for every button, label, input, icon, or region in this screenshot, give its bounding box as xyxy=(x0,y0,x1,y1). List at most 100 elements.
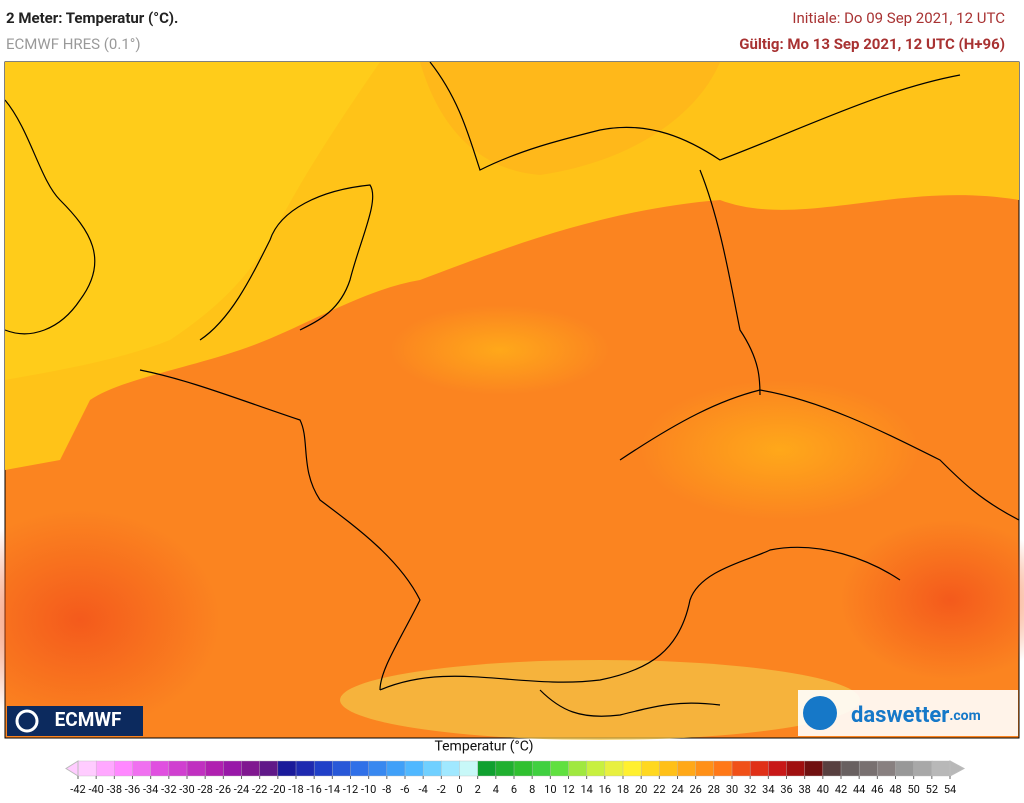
cool-area xyxy=(390,305,610,395)
legend-swatch xyxy=(822,760,842,777)
legend-swatch xyxy=(386,760,406,777)
legend-tick-label: 24 xyxy=(671,783,683,796)
legend-tick-label: -22 xyxy=(252,783,267,796)
legend-swatch xyxy=(695,760,715,777)
legend-swatch xyxy=(586,760,606,777)
legend-swatch xyxy=(404,760,424,777)
legend-swatch xyxy=(186,760,206,777)
daswetter-main: daswetter xyxy=(851,703,949,728)
hot-area xyxy=(0,510,220,730)
legend-swatch xyxy=(550,760,570,777)
cool-area xyxy=(640,380,920,520)
legend-swatch xyxy=(441,760,461,777)
legend-swatch xyxy=(913,760,933,777)
legend-swatch xyxy=(931,760,951,777)
legend-title: Temperatur (°C) xyxy=(434,739,533,755)
legend-tick-label: 52 xyxy=(926,783,938,796)
legend-low-arrow xyxy=(65,760,79,777)
legend-tick-label: -4 xyxy=(419,783,428,796)
legend-tick-label: 46 xyxy=(871,783,883,796)
legend-swatch xyxy=(604,760,624,777)
valid-time: Gültig: Mo 13 Sep 2021, 12 UTC (H+96) xyxy=(739,35,1005,53)
legend-tick-label: 32 xyxy=(744,783,756,796)
legend-swatch xyxy=(477,760,497,777)
legend-swatch xyxy=(622,760,642,777)
legend-tick-label: -8 xyxy=(382,783,391,796)
logo-left xyxy=(7,706,143,736)
legend-swatch xyxy=(95,760,116,777)
legend-swatch xyxy=(223,760,243,777)
alps-area xyxy=(340,660,860,740)
legend-swatch xyxy=(422,760,443,777)
legend-tick-label: 30 xyxy=(726,783,738,796)
legend-tick-label: -32 xyxy=(161,783,176,796)
legend-tick-label: 12 xyxy=(562,783,574,796)
sea-zone xyxy=(5,62,380,380)
legend-tick-label: 10 xyxy=(544,783,556,796)
daswetter-suffix: .com xyxy=(949,708,980,724)
legend-swatch xyxy=(204,760,225,777)
legend-tick-label: -28 xyxy=(197,783,212,796)
legend-tick-label: -18 xyxy=(288,783,303,796)
map: ECMWF daswetter.com xyxy=(0,61,1024,740)
legend-swatch xyxy=(659,760,679,777)
legend-swatch xyxy=(77,760,97,777)
legend-tick-label: -38 xyxy=(107,783,122,796)
legend-swatch xyxy=(749,760,770,777)
legend-tick-label: 22 xyxy=(653,783,665,796)
legend-tick-label: 50 xyxy=(907,783,919,796)
legend-tick-label: -10 xyxy=(361,783,376,796)
legend-tick-label: 18 xyxy=(617,783,629,796)
legend-tick-label: -16 xyxy=(306,783,321,796)
legend-swatch xyxy=(241,760,261,777)
legend-high-arrow xyxy=(949,760,966,777)
legend-swatch xyxy=(295,760,315,777)
legend-tick-label: 54 xyxy=(944,783,956,796)
legend-tick-label: -36 xyxy=(125,783,140,796)
legend-swatch xyxy=(677,760,697,777)
legend-swatch xyxy=(768,760,788,777)
baltic-zone xyxy=(420,62,720,175)
daswetter-logo: daswetter.com xyxy=(851,703,981,728)
legend-swatch xyxy=(114,760,134,777)
legend-swatch xyxy=(640,760,661,777)
legend-swatch xyxy=(731,760,751,777)
legend-swatch xyxy=(168,760,188,777)
logo-right-icon xyxy=(803,696,837,730)
legend-tick-label: -26 xyxy=(216,783,231,796)
legend-tick-label: 14 xyxy=(580,783,592,796)
legend-swatch xyxy=(277,760,297,777)
model-name: ECMWF HRES (0.1°) xyxy=(6,35,141,53)
legend-tick-label: 26 xyxy=(689,783,701,796)
legend-swatch xyxy=(332,760,352,777)
legend-tick-label: -20 xyxy=(270,783,285,796)
legend-tick-label: -30 xyxy=(179,783,194,796)
legend-tick-label: 8 xyxy=(529,783,535,796)
legend-tick-label: 38 xyxy=(798,783,810,796)
legend-swatch xyxy=(368,760,388,777)
legend-swatch xyxy=(313,760,334,777)
legend-swatch xyxy=(259,760,279,777)
legend-tick-label: 20 xyxy=(635,783,647,796)
legend-tick-label: 34 xyxy=(762,783,774,796)
legend-swatch xyxy=(858,760,879,777)
legend-swatch xyxy=(350,760,370,777)
legend-swatch xyxy=(513,760,533,777)
legend-tick-label: 28 xyxy=(708,783,720,796)
legend-swatch xyxy=(568,760,588,777)
hot-area xyxy=(840,520,1024,680)
legend-swatch xyxy=(459,760,479,777)
legend: -42 -40 -38 -36 -34 -32 -30 -28 -26 -24 -22 -20 -18-… xyxy=(65,760,966,796)
legend-tick-label: 42 xyxy=(835,783,847,796)
legend-swatch xyxy=(150,760,170,777)
legend-tick-label: 40 xyxy=(817,783,829,796)
legend-swatch xyxy=(132,760,152,777)
legend-swatch xyxy=(713,760,733,777)
legend-tick-label: -24 xyxy=(234,783,249,796)
legend-tick-label: 2 xyxy=(475,783,481,796)
legend-tick-label: 16 xyxy=(599,783,611,796)
legend-swatch xyxy=(804,760,824,777)
legend-tick-label: -34 xyxy=(143,783,158,796)
ecmwf-logo: ECMWF xyxy=(55,708,122,731)
